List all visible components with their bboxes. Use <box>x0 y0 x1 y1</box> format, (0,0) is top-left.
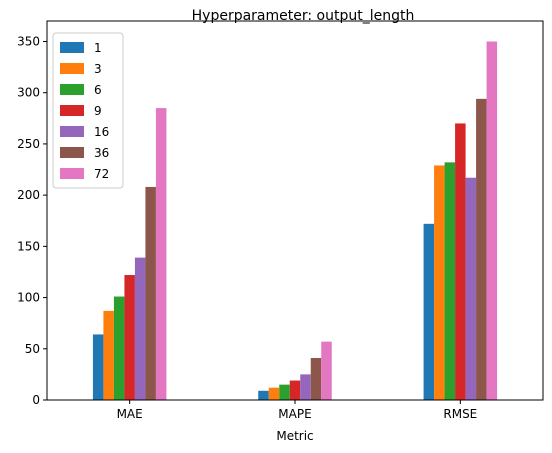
bar-rmse-series-72 <box>487 41 498 400</box>
legend-label-16: 16 <box>94 125 109 139</box>
y-tick-label: 200 <box>17 188 40 202</box>
bar-rmse-series-16 <box>466 178 477 400</box>
legend-swatch-6 <box>60 84 84 95</box>
bars-group <box>93 41 497 400</box>
legend-swatch-9 <box>60 105 84 116</box>
bar-mape-series-3 <box>269 388 280 400</box>
legend-swatch-3 <box>60 63 84 74</box>
bar-rmse-series-3 <box>434 165 445 400</box>
legend-swatch-1 <box>60 42 84 53</box>
y-tick-label: 0 <box>32 393 40 407</box>
bar-mae-series-16 <box>135 258 146 400</box>
x-axis-label: Metric <box>276 429 313 443</box>
bar-mape-series-9 <box>290 381 301 400</box>
legend-label-3: 3 <box>94 62 102 76</box>
legend-label-6: 6 <box>94 83 102 97</box>
x-tick-label-mae: MAE <box>117 407 143 421</box>
y-tick-label: 150 <box>17 239 40 253</box>
bar-mae-series-72 <box>156 108 167 400</box>
y-tick-label: 250 <box>17 137 40 151</box>
bar-rmse-series-36 <box>476 99 487 400</box>
legend-swatch-36 <box>60 147 84 158</box>
legend-label-9: 9 <box>94 104 102 118</box>
y-tick-label: 100 <box>17 291 40 305</box>
y-tick-label: 350 <box>17 34 40 48</box>
bar-rmse-series-1 <box>424 224 435 400</box>
chart-title: Hyperparameter: output_length <box>192 8 415 24</box>
bar-mae-series-3 <box>103 311 114 400</box>
y-tick-label: 300 <box>17 86 40 100</box>
bar-mape-series-6 <box>279 385 290 400</box>
bar-mape-series-36 <box>311 358 322 400</box>
bar-mae-series-9 <box>124 275 135 400</box>
legend-label-36: 36 <box>94 146 109 160</box>
x-tick-label-rmse: RMSE <box>443 407 477 421</box>
bar-mape-series-16 <box>300 374 311 400</box>
y-axis: 0 50 100 150 200 250 300 350 <box>17 34 47 407</box>
bar-rmse-series-9 <box>455 123 466 400</box>
legend-swatch-72 <box>60 168 84 179</box>
legend-label-1: 1 <box>94 41 102 55</box>
legend-label-72: 72 <box>94 167 109 181</box>
bar-mae-series-36 <box>145 187 156 400</box>
bar-mae-series-1 <box>93 334 104 400</box>
legend-swatch-16 <box>60 126 84 137</box>
bar-mae-series-6 <box>114 297 125 400</box>
bar-rmse-series-6 <box>445 162 456 400</box>
y-tick-label: 50 <box>25 342 40 356</box>
x-tick-label-mape: MAPE <box>278 407 311 421</box>
x-axis: MAE MAPE RMSE <box>117 400 478 421</box>
bar-mape-series-72 <box>321 342 332 400</box>
bar-mape-series-1 <box>258 391 269 400</box>
